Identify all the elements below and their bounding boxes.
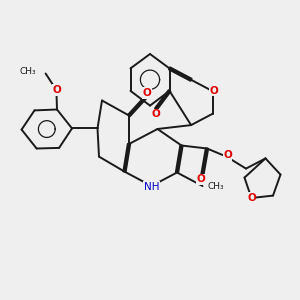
Text: O: O — [152, 109, 160, 119]
Text: O: O — [142, 88, 152, 98]
Text: NH: NH — [144, 182, 159, 192]
Text: CH₃: CH₃ — [20, 68, 37, 76]
Text: O: O — [223, 150, 232, 160]
Text: O: O — [247, 193, 256, 203]
Text: O: O — [196, 174, 206, 184]
Text: O: O — [52, 85, 61, 95]
Text: O: O — [210, 85, 219, 96]
Text: CH₃: CH₃ — [207, 182, 224, 191]
